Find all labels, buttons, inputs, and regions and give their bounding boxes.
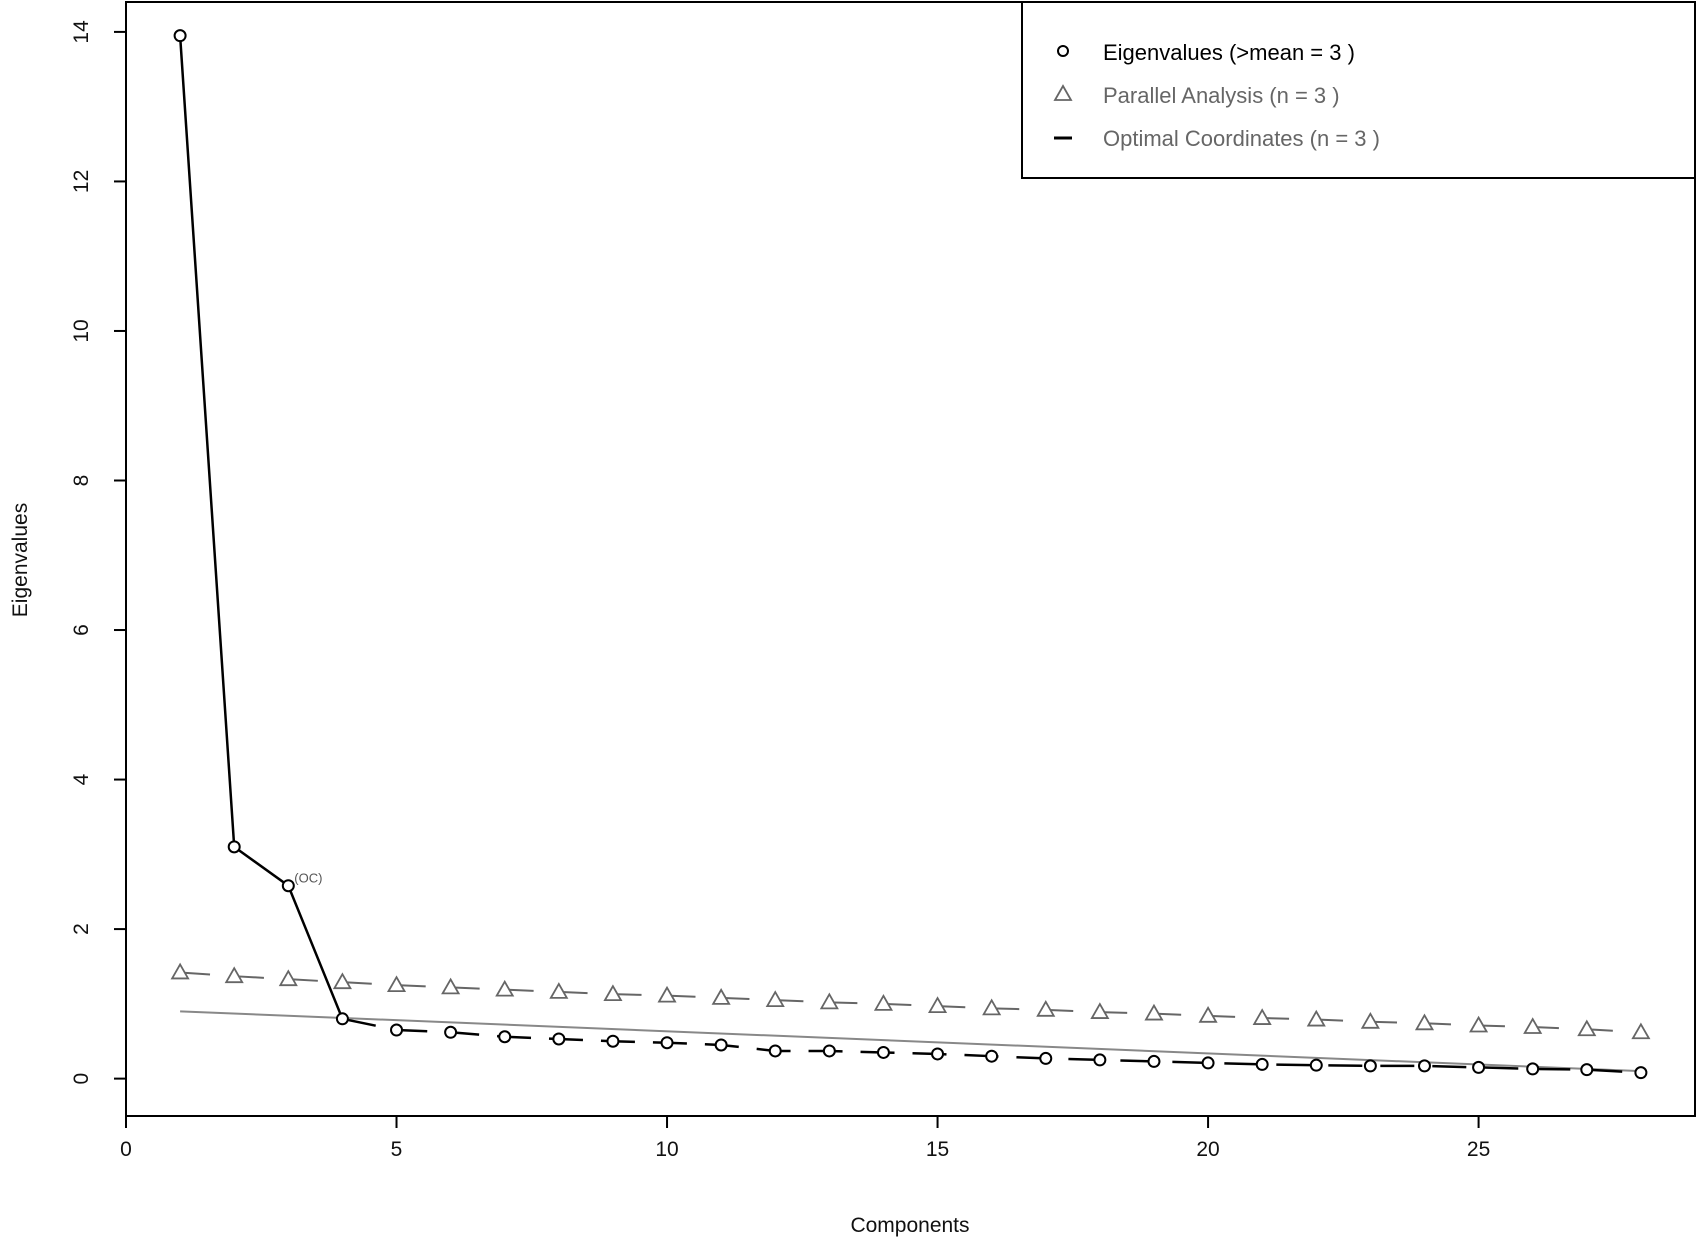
eigenvalue-point — [1363, 1059, 1377, 1073]
y-tick-label: 10 — [70, 319, 93, 342]
parallel-analysis-point — [224, 966, 244, 984]
parallel-analysis-point — [170, 962, 190, 980]
eigenvalue-point — [444, 1025, 458, 1039]
parallel-analysis-point — [441, 977, 461, 995]
eigenvalue-point — [1472, 1060, 1486, 1074]
eigenvalue-point — [335, 1012, 349, 1026]
x-axis-title: Components — [850, 1214, 969, 1237]
y-tick-label: 2 — [70, 923, 93, 935]
parallel-analysis-point — [332, 972, 352, 990]
oc-annotation: (OC) — [294, 871, 322, 886]
y-tick-label: 12 — [70, 170, 93, 193]
legend-label: Eigenvalues (>mean = 3 ) — [1103, 40, 1355, 65]
parallel-analysis-point — [819, 992, 839, 1010]
eigenvalue-point — [931, 1047, 945, 1061]
parallel-analysis-point — [495, 979, 515, 997]
parallel-analysis-point — [1252, 1008, 1272, 1025]
parallel-analysis-point — [1469, 1015, 1489, 1033]
parallel-analysis-point — [1090, 1002, 1110, 1019]
parallel-analysis-point — [1306, 1009, 1326, 1027]
parallel-analysis-point — [278, 969, 298, 987]
parallel-analysis-point — [1523, 1017, 1543, 1034]
parallel-analysis-point — [982, 998, 1002, 1016]
x-tick-label: 0 — [120, 1138, 132, 1161]
eigenvalue-point — [1417, 1059, 1431, 1073]
parallel-analysis-point — [603, 984, 623, 1002]
eigenvalue-point — [660, 1036, 674, 1050]
y-tick-label: 14 — [70, 20, 93, 44]
parallel-analysis-point — [386, 975, 407, 993]
legend-triangle-marker — [1053, 84, 1073, 101]
eigenvalue-point — [1526, 1062, 1540, 1076]
legend: Eigenvalues (>mean = 3 ) Parallel Analysi… — [1021, 1, 1696, 179]
optimal-coordinates-line — [180, 1010, 1641, 1073]
legend-circle-marker — [1057, 45, 1069, 57]
x-tick-label: 25 — [1467, 1138, 1490, 1161]
eigenvalue-point — [1255, 1057, 1269, 1071]
parallel-analysis-point — [1036, 1000, 1056, 1017]
x-tick-label: 20 — [1196, 1138, 1219, 1161]
y-axis-title: Eigenvalues — [9, 503, 32, 617]
y-tick-label: 0 — [70, 1073, 93, 1085]
parallel-analysis-point — [657, 985, 677, 1003]
eigenvalue-point — [1093, 1053, 1107, 1067]
eigenvalue-point — [1309, 1058, 1323, 1072]
eigenvalue-point — [1634, 1066, 1648, 1080]
eigenvalue-point — [876, 1045, 890, 1059]
eigenvalue-point — [606, 1034, 620, 1048]
legend-label: Optimal Coordinates (n = 3 ) — [1103, 126, 1380, 151]
parallel-analysis-point — [711, 988, 731, 1005]
eigenvalue-point — [173, 29, 187, 43]
eigenvalue-point — [1039, 1051, 1053, 1065]
parallel-analysis-point — [873, 994, 893, 1011]
parallel-analysis-point — [1198, 1006, 1218, 1023]
eigenvalue-point — [281, 879, 295, 893]
eigenvalue-point — [714, 1038, 728, 1052]
eigenvalue-point — [822, 1044, 836, 1058]
eigenvalue-point — [227, 840, 241, 854]
axes: 0 5 10 15 20 25 0 2 4 6 8 10 12 14 — [70, 20, 1490, 1161]
eigenvalue-point — [1147, 1054, 1161, 1068]
parallel-analysis-point — [1144, 1003, 1164, 1021]
legend-label: Parallel Analysis (n = 3 ) — [1103, 83, 1340, 108]
parallel-analysis-point — [1577, 1019, 1597, 1037]
parallel-analysis-point — [549, 982, 569, 999]
eigenvalue-point — [1580, 1063, 1594, 1077]
eigenvalue-point — [985, 1049, 999, 1063]
y-tick-label: 6 — [70, 624, 93, 636]
parallel-analysis-point — [1360, 1011, 1380, 1029]
eigenvalues-line — [178, 35, 344, 1020]
x-tick-label: 5 — [391, 1138, 403, 1161]
x-tick-label: 15 — [926, 1138, 949, 1161]
eigenvalue-point — [1201, 1056, 1215, 1070]
legend-box — [1021, 1, 1696, 179]
parallel-analysis-point — [765, 990, 785, 1008]
eigenvalue-point — [498, 1030, 512, 1044]
parallel-analysis-point — [928, 996, 948, 1013]
parallel-analysis-line — [180, 971, 1641, 1034]
eigenvalue-point — [552, 1032, 566, 1046]
x-tick-label: 10 — [655, 1138, 678, 1161]
y-tick-label: 8 — [70, 475, 93, 487]
series-layer: (OC) — [170, 29, 1651, 1080]
plot-frame — [125, 1, 1696, 1117]
parallel-analysis-point — [1414, 1013, 1435, 1031]
eigenvalue-point — [390, 1023, 404, 1037]
y-tick-label: 4 — [70, 773, 93, 785]
parallel-analysis-point — [1631, 1022, 1651, 1040]
eigenvalue-point — [768, 1044, 782, 1058]
